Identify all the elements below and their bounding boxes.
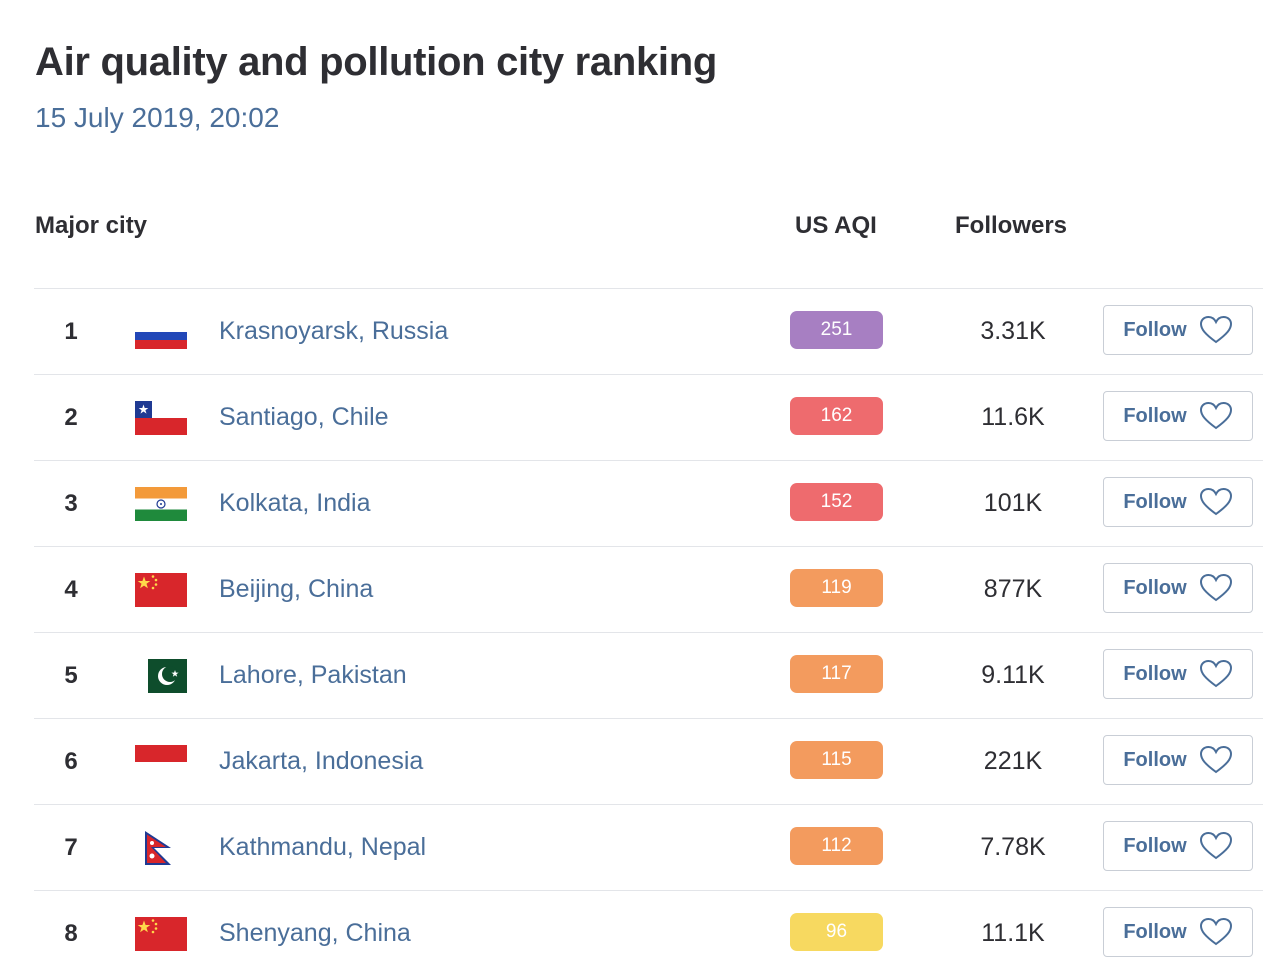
follow-button[interactable]: Follow [1103,735,1253,785]
page-title: Air quality and pollution city ranking [35,40,717,84]
follow-button-label: Follow [1123,834,1187,857]
followers-count: 7.78K [980,833,1046,861]
heart-outline-icon [1199,917,1233,947]
rank-number: 7 [64,834,78,861]
column-header-aqi: US AQI [795,212,877,239]
china-flag-icon [135,917,187,951]
follow-button[interactable]: Follow [1103,649,1253,699]
city-link[interactable]: Shenyang, China [219,919,411,947]
table-row: 2 Santiago, Chile 162 11.6K Follow [34,375,1263,461]
page-timestamp: 15 July 2019, 20:02 [35,102,280,133]
india-flag-icon [135,487,187,521]
table-row: 4 Beijing, China 119 877K Follow [34,547,1263,633]
city-link[interactable]: Santiago, Chile [219,403,389,431]
aqi-badge: 115 [790,741,883,779]
column-header-city: Major city [35,212,148,239]
rank-number: 2 [64,404,78,431]
followers-count: 101K [983,489,1043,517]
aqi-badge: 112 [790,827,883,865]
china-flag-icon [135,573,187,607]
followers-count: 3.31K [980,317,1046,345]
city-link[interactable]: Krasnoyarsk, Russia [219,317,449,345]
aqi-badge: 119 [790,569,883,607]
rank-number: 5 [64,662,78,689]
heart-outline-icon [1199,401,1233,431]
follow-button[interactable]: Follow [1103,391,1253,441]
aqi-badge: 251 [790,311,883,349]
city-link[interactable]: Kathmandu, Nepal [219,833,427,861]
heart-outline-icon [1199,831,1233,861]
heart-outline-icon [1199,659,1233,689]
followers-count: 9.11K [981,661,1045,689]
followers-count: 221K [983,747,1043,775]
follow-button[interactable]: Follow [1103,563,1253,613]
ranking-table: 1 Krasnoyarsk, Russia 251 3.31K Follow [34,288,1263,975]
aqi-badge: 96 [790,913,883,951]
follow-button-label: Follow [1123,920,1187,943]
heart-outline-icon [1199,573,1233,603]
follow-button-label: Follow [1123,748,1187,771]
rank-number: 1 [64,318,78,345]
followers-count: 11.6K [981,403,1045,431]
rank-number: 6 [64,748,78,775]
follow-button-label: Follow [1123,662,1187,685]
column-header-followers: Followers [955,212,1068,239]
pakistan-flag-icon [135,659,187,693]
follow-button-label: Follow [1123,318,1187,341]
table-row: 3 Kolkata, India 152 101K Follow [34,461,1263,547]
chile-flag-icon [135,401,187,435]
table-row: 6 Jakarta, Indonesia 115 221K Follow [34,719,1263,805]
table-row: 1 Krasnoyarsk, Russia 251 3.31K Follow [34,289,1263,375]
aqi-badge: 152 [790,483,883,521]
indonesia-flag-icon [135,745,187,779]
rank-number: 4 [64,576,78,603]
russia-flag-icon [135,315,187,349]
followers-count: 877K [983,575,1043,603]
follow-button-label: Follow [1123,490,1187,513]
rank-number: 8 [64,920,78,947]
rank-number: 3 [64,490,78,517]
city-link[interactable]: Beijing, China [219,575,374,603]
table-row: 8 Shenyang, China 96 11.1K Follow [34,891,1263,975]
follow-button[interactable]: Follow [1103,305,1253,355]
city-link[interactable]: Kolkata, India [219,489,371,517]
follow-button-label: Follow [1123,576,1187,599]
table-row: 5 Lahore, Pakistan 117 9.11K Follow [34,633,1263,719]
nepal-flag-icon [135,831,187,865]
table-row: 7 Kathmandu, Nepal 112 7.78K Follow [34,805,1263,891]
city-link[interactable]: Lahore, Pakistan [219,661,407,689]
heart-outline-icon [1199,487,1233,517]
followers-count: 11.1K [981,919,1045,947]
follow-button[interactable]: Follow [1103,477,1253,527]
aqi-badge: 162 [790,397,883,435]
heart-outline-icon [1199,745,1233,775]
aqi-badge: 117 [790,655,883,693]
city-link[interactable]: Jakarta, Indonesia [219,747,424,775]
follow-button-label: Follow [1123,404,1187,427]
heart-outline-icon [1199,315,1233,345]
follow-button[interactable]: Follow [1103,907,1253,957]
follow-button[interactable]: Follow [1103,821,1253,871]
